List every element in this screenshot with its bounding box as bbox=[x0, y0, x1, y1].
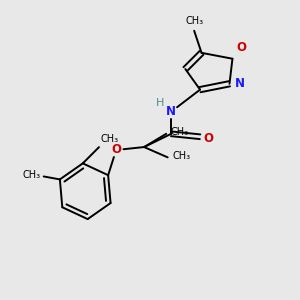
Text: CH₃: CH₃ bbox=[100, 134, 118, 144]
Text: O: O bbox=[237, 41, 247, 54]
Text: CH₃: CH₃ bbox=[172, 151, 190, 161]
Text: CH₃: CH₃ bbox=[171, 127, 189, 137]
Text: CH₃: CH₃ bbox=[22, 170, 41, 180]
Text: N: N bbox=[235, 77, 245, 90]
Text: H: H bbox=[156, 98, 164, 109]
Text: CH₃: CH₃ bbox=[185, 16, 203, 26]
Text: O: O bbox=[111, 143, 121, 157]
Text: O: O bbox=[204, 132, 214, 145]
Text: N: N bbox=[166, 105, 176, 118]
